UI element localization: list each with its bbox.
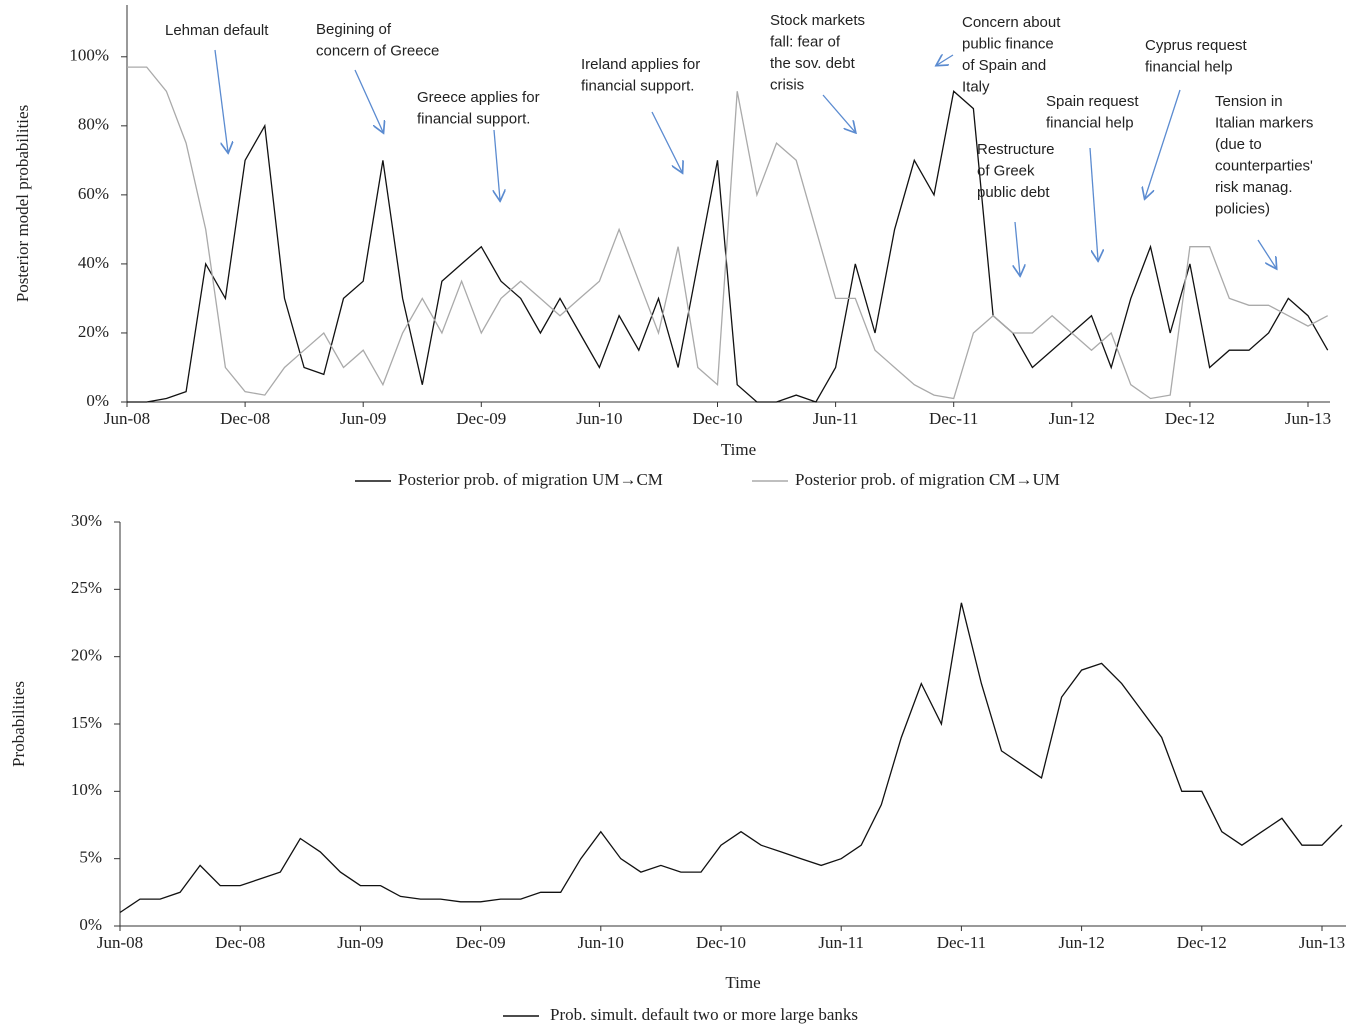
annotation-arrow (1089, 147, 1098, 260)
y-axis-label: Posterior model probabilities (13, 105, 32, 302)
annotation: Concern about (962, 14, 1061, 31)
x-tick-label: Jun-13 (1285, 409, 1331, 428)
annotation: Cyprus request (1145, 37, 1248, 54)
x-tick-label: Dec-12 (1177, 933, 1227, 952)
x-tick-label: Jun-09 (337, 933, 383, 952)
x-tick-label: Dec-10 (692, 409, 742, 428)
x-tick-label: Jun-11 (818, 933, 864, 952)
annotation: Italy (962, 78, 990, 95)
annotation-arrow (494, 129, 500, 200)
legend-label: Prob. simult. default two or more large … (550, 1005, 858, 1024)
annotation: public finance (962, 35, 1054, 52)
annotation-arrow (937, 55, 954, 65)
annotation-arrow (354, 69, 383, 132)
legend-label: Posterior prob. of migration UM→CM (398, 470, 663, 489)
annotation: Greece applies for (417, 89, 540, 106)
annotation: public debt (977, 184, 1050, 201)
y-tick-label: 100% (69, 46, 109, 65)
x-tick-label: Jun-08 (104, 409, 150, 428)
annotation-arrow (1015, 221, 1020, 275)
annotation: Italian markers (1215, 114, 1313, 131)
y-tick-label: 25% (71, 578, 102, 597)
y-tick-label: 80% (78, 115, 109, 134)
x-tick-label: Dec-08 (220, 409, 270, 428)
annotation-arrow (651, 111, 682, 172)
x-tick-label: Jun-08 (97, 933, 143, 952)
annotation: financial help (1145, 58, 1233, 75)
x-tick-label: Jun-12 (1058, 933, 1104, 952)
x-tick-label: Dec-09 (456, 933, 506, 952)
x-tick-label: Dec-08 (215, 933, 265, 952)
y-tick-label: 20% (71, 646, 102, 665)
series-line (127, 90, 1329, 403)
annotation-arrow (822, 94, 855, 132)
annotation-arrow (1257, 239, 1276, 268)
annotation: crisis (770, 76, 804, 93)
annotation: financial help (1046, 114, 1134, 131)
x-tick-label: Jun-09 (340, 409, 386, 428)
annotation: concern of Greece (316, 42, 439, 59)
annotation: Spain request (1046, 93, 1139, 110)
x-tick-label: Jun-11 (813, 409, 859, 428)
annotation: Begining of (316, 21, 392, 38)
y-tick-label: 10% (71, 780, 102, 799)
annotation: Stock markets (770, 12, 865, 29)
x-tick-label: Jun-12 (1049, 409, 1095, 428)
annotation: of Spain and (962, 57, 1046, 74)
legend-label: Posterior prob. of migration CM→UM (795, 470, 1060, 489)
annotation: counterparties' (1215, 157, 1313, 174)
annotation: Restructure (977, 141, 1055, 158)
y-tick-label: 60% (78, 184, 109, 203)
annotation: risk manag. (1215, 179, 1293, 196)
x-axis-label: Time (721, 440, 756, 459)
x-tick-label: Jun-13 (1299, 933, 1345, 952)
annotation: the sov. debt (770, 55, 856, 72)
y-tick-label: 0% (79, 915, 102, 934)
x-tick-label: Dec-09 (456, 409, 506, 428)
y-tick-label: 15% (71, 713, 102, 732)
x-tick-label: Jun-10 (578, 933, 624, 952)
annotation: financial support. (581, 77, 694, 94)
annotation-arrow (214, 49, 228, 152)
x-axis-label: Time (725, 973, 760, 992)
x-tick-label: Jun-10 (576, 409, 622, 428)
annotation: (due to (1215, 136, 1262, 153)
series-line (119, 602, 1343, 914)
y-axis-label: Probabilities (9, 681, 28, 767)
annotation: policies) (1215, 200, 1270, 217)
y-tick-label: 30% (71, 511, 102, 530)
x-tick-label: Dec-11 (937, 933, 986, 952)
annotation: Tension in (1215, 93, 1283, 110)
y-tick-label: 5% (79, 848, 102, 867)
annotation: fall: fear of (770, 33, 841, 50)
x-tick-label: Dec-12 (1165, 409, 1215, 428)
series-line (127, 66, 1329, 400)
x-tick-label: Dec-10 (696, 933, 746, 952)
annotation: financial support. (417, 110, 530, 127)
annotation: Lehman default (165, 22, 269, 39)
annotation-arrow (1145, 89, 1181, 198)
y-tick-label: 20% (78, 322, 109, 341)
x-tick-label: Dec-11 (929, 409, 978, 428)
annotation: of Greek (977, 162, 1035, 179)
y-tick-label: 0% (86, 391, 109, 410)
annotation: Ireland applies for (581, 56, 700, 73)
y-tick-label: 40% (78, 253, 109, 272)
